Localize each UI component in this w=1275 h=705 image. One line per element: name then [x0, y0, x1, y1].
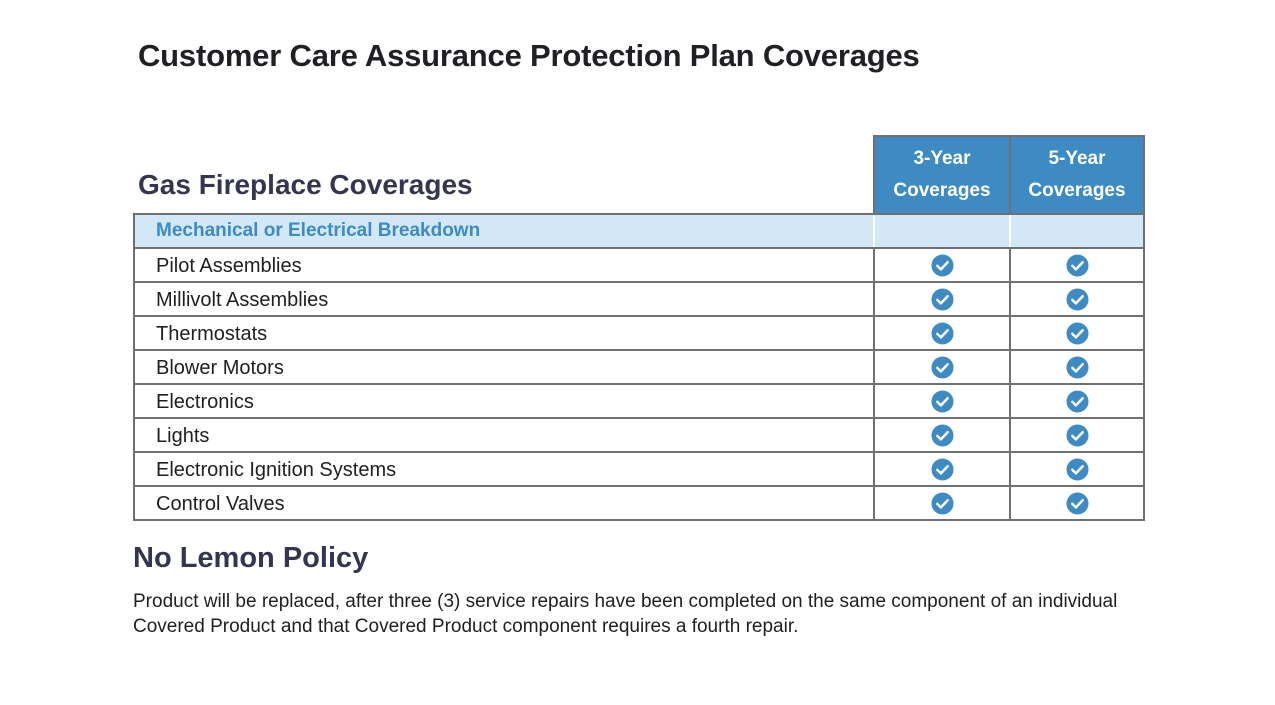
check-circle-icon: [1065, 253, 1089, 277]
coverage-3-year-cell: [873, 451, 1011, 487]
coverage-3-year-cell: [873, 247, 1011, 283]
check-circle-icon: [1065, 321, 1089, 345]
coverage-5-year-cell: [1009, 315, 1145, 351]
column-header-3-year: 3-Year Coverages: [873, 135, 1011, 215]
table-row: Blower Motors: [133, 349, 1145, 385]
coverage-5-year-cell: [1009, 383, 1145, 419]
table-header-row: Gas Fireplace Coverages 3-Year Coverages…: [134, 135, 1145, 215]
coverage-5-year-cell: [1009, 417, 1145, 453]
coverage-item-label: Millivolt Assemblies: [133, 281, 875, 317]
check-circle-icon: [1065, 457, 1089, 481]
coverage-item-label: Electronics: [133, 383, 875, 419]
check-circle-icon: [1065, 389, 1089, 413]
table-row: Lights: [133, 417, 1145, 453]
check-circle-icon: [1065, 491, 1089, 515]
check-circle-icon: [930, 389, 954, 413]
section-title: Gas Fireplace Coverages: [138, 169, 473, 200]
coverage-5-year-cell: [1009, 349, 1145, 385]
coverage-item-label: Control Valves: [133, 485, 875, 521]
coverage-item-label: Lights: [133, 417, 875, 453]
category-blank-cell: [1009, 213, 1145, 249]
coverage-table: Gas Fireplace Coverages 3-Year Coverages…: [133, 135, 1145, 521]
coverage-item-label: Blower Motors: [133, 349, 875, 385]
check-circle-icon: [930, 423, 954, 447]
table-row: Millivolt Assemblies: [133, 281, 1145, 317]
coverage-5-year-cell: [1009, 485, 1145, 521]
check-circle-icon: [1065, 287, 1089, 311]
page-title: Customer Care Assurance Protection Plan …: [138, 38, 920, 73]
policy-text: Product will be replaced, after three (3…: [133, 591, 1118, 637]
check-circle-icon: [930, 355, 954, 379]
column-header-5-year: 5-Year Coverages: [1009, 135, 1145, 215]
check-circle-icon: [930, 253, 954, 277]
column-header-3-year-line1: 3-Year: [913, 148, 971, 169]
coverage-5-year-cell: [1009, 451, 1145, 487]
column-header-5-year-line1: 5-Year: [1048, 148, 1106, 169]
table-row: Electronic Ignition Systems: [133, 451, 1145, 487]
coverage-3-year-cell: [873, 383, 1011, 419]
column-header-5-year-line2: Coverages: [1028, 180, 1126, 201]
check-circle-icon: [930, 457, 954, 481]
table-row: Electronics: [133, 383, 1145, 419]
table-row: Control Valves: [133, 485, 1145, 521]
check-circle-icon: [930, 287, 954, 311]
coverage-item-label: Pilot Assemblies: [133, 247, 875, 283]
coverage-3-year-cell: [873, 349, 1011, 385]
category-row: Mechanical or Electrical Breakdown: [133, 213, 1145, 249]
coverage-5-year-cell: [1009, 281, 1145, 317]
coverage-table-wrapper: Gas Fireplace Coverages 3-Year Coverages…: [133, 135, 1145, 521]
coverage-3-year-cell: [873, 485, 1011, 521]
check-circle-icon: [1065, 423, 1089, 447]
coverage-5-year-cell: [1009, 247, 1145, 283]
check-circle-icon: [930, 491, 954, 515]
category-blank-cell: [873, 213, 1011, 249]
coverage-item-label: Thermostats: [133, 315, 875, 351]
policy-title: No Lemon Policy: [133, 542, 369, 574]
coverage-3-year-cell: [873, 281, 1011, 317]
coverage-item-label: Electronic Ignition Systems: [133, 451, 875, 487]
check-circle-icon: [930, 321, 954, 345]
table-row: Thermostats: [133, 315, 1145, 351]
coverage-3-year-cell: [873, 417, 1011, 453]
check-circle-icon: [1065, 355, 1089, 379]
category-label: Mechanical or Electrical Breakdown: [133, 213, 875, 249]
column-header-3-year-line2: Coverages: [893, 180, 991, 201]
table-row: Pilot Assemblies: [133, 247, 1145, 283]
coverage-3-year-cell: [873, 315, 1011, 351]
